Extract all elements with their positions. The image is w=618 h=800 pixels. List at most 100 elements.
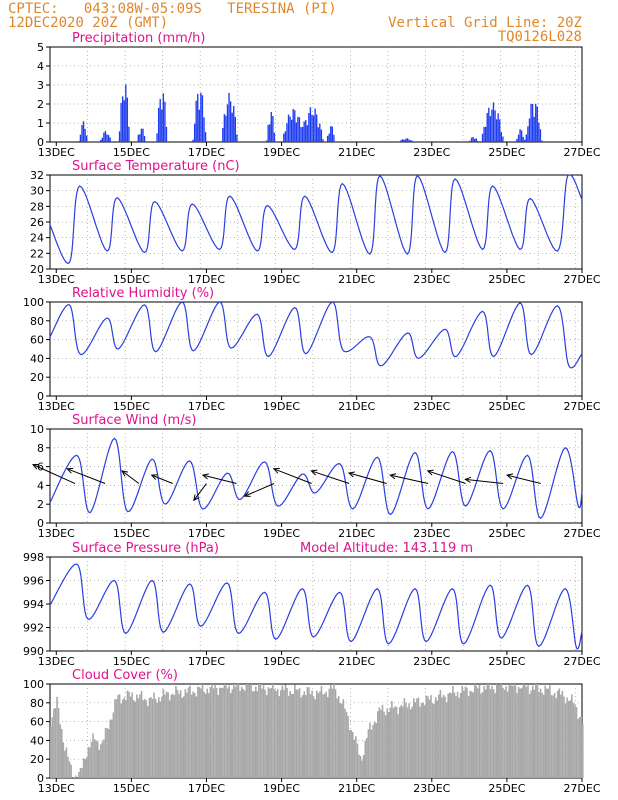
cloud-bar — [381, 704, 384, 778]
cloud-bar — [151, 699, 154, 778]
cloud-bar — [54, 708, 57, 778]
y-tick-label: 20 — [30, 263, 44, 276]
y-tick-label: 10 — [30, 423, 44, 436]
cloud-bar — [60, 728, 63, 778]
cloud-bar — [220, 687, 223, 778]
run-time-label: 12DEC2020 20Z (GMT) — [8, 15, 169, 31]
y-tick-label: 32 — [30, 169, 44, 182]
cloud-bar — [474, 684, 476, 778]
cloud-bar — [563, 696, 565, 778]
cloud-bar — [62, 742, 65, 778]
x-tick-label: 25DEC — [488, 400, 525, 413]
precip-bar — [315, 114, 318, 142]
cloud-bar — [553, 692, 556, 778]
cloud-bar — [506, 691, 509, 778]
y-tick-label: 30 — [30, 185, 44, 198]
cloud-bar — [463, 690, 465, 778]
precip-bar — [85, 135, 88, 142]
cloud-bar — [203, 691, 205, 778]
x-tick-label: 15DEC — [113, 782, 150, 795]
precip-bar — [128, 126, 130, 142]
cloud-bar — [142, 700, 144, 778]
cloud-bar — [356, 743, 359, 778]
cloud-bar — [298, 687, 301, 778]
cloud-bar — [154, 698, 157, 778]
cloud-bar — [283, 689, 285, 778]
y-tick-label: 2 — [37, 98, 44, 111]
cloud-bar — [495, 684, 498, 778]
cloud-bar — [531, 685, 534, 778]
precip-bar — [312, 115, 315, 142]
precip-bar — [201, 95, 204, 142]
temperature-line — [49, 174, 583, 265]
cloud-bar — [140, 690, 143, 778]
y-tick-label: 28 — [30, 200, 44, 213]
precip-bar — [265, 140, 268, 142]
precip-bar — [137, 134, 139, 142]
wind-arrow — [311, 470, 350, 484]
precip-bar — [305, 120, 307, 142]
precip-bar — [474, 138, 476, 142]
cloud-bar — [348, 729, 351, 778]
wind-arrow-head — [31, 463, 40, 470]
wind-arrow-head — [272, 467, 280, 474]
x-tick-label: 13DEC — [38, 527, 75, 540]
cloud-bar — [513, 684, 515, 778]
precip-bar — [156, 133, 158, 142]
cloud-bar — [530, 690, 532, 778]
humidity-panel: 0 20 40 60 80 100 13DEC 15DEC 17DEC 19DEC 21DEC 23D… — [23, 286, 601, 413]
cloud-bar — [96, 741, 99, 778]
cloud-bar — [405, 702, 407, 778]
cloud-bar — [201, 684, 204, 778]
cloud-bar — [566, 697, 568, 778]
precip-bar — [123, 100, 125, 142]
cloud-bar — [398, 707, 401, 778]
cloud-bar — [75, 775, 77, 778]
precip-bar — [475, 138, 477, 142]
cloud-bar — [567, 701, 570, 778]
cloud-bar — [364, 740, 367, 778]
precip-bar — [193, 123, 196, 142]
cloud-bar — [322, 694, 324, 778]
x-tick-label: 27DEC — [563, 400, 600, 413]
pressure-title: Surface Pressure (hPa) — [72, 541, 219, 556]
y-tick-label: 990 — [23, 645, 44, 658]
cloud-bar — [406, 707, 409, 778]
cloud-bar — [248, 685, 251, 778]
precip-bar — [531, 104, 534, 142]
precip-bar — [289, 116, 291, 142]
precip-bar — [157, 107, 160, 142]
wind-line — [49, 437, 583, 520]
humidity-series — [49, 301, 583, 369]
precip-bar — [470, 137, 473, 142]
cloud-bar — [450, 693, 453, 778]
cloud-bar — [466, 687, 468, 778]
precip-bar — [121, 96, 124, 142]
y-tick-label: 0 — [37, 772, 44, 785]
precip-bar — [481, 133, 484, 142]
y-tick-label: 3 — [37, 79, 44, 92]
cloud-bar — [259, 684, 262, 778]
precip-bar — [223, 114, 226, 142]
cloud-bar — [176, 689, 179, 778]
cloud-bar — [448, 692, 451, 778]
cloud-bar — [536, 684, 539, 778]
x-tick-label: 19DEC — [263, 655, 300, 668]
y-tick-label: 40 — [30, 352, 44, 365]
cloud-bar — [301, 695, 304, 778]
wind-arrow — [244, 483, 275, 497]
cloud-bar — [508, 685, 511, 778]
precip-bar — [118, 131, 121, 142]
cloud-bar — [427, 696, 429, 778]
cloud-bar — [499, 685, 501, 778]
cloud-bar — [206, 688, 209, 778]
cloud-bar — [98, 749, 101, 778]
cloud-bar — [101, 741, 104, 778]
y-tick-label: 4 — [37, 479, 44, 492]
cloud-bar — [413, 698, 415, 778]
cloud-bar — [337, 696, 340, 778]
precipitation-panel: 0 1 2 3 4 5 13DEC 15DEC 17DEC 19DEC 21DEC 23DEC 25DE… — [37, 31, 601, 159]
precip-bar — [228, 92, 230, 142]
precip-bar — [308, 113, 310, 142]
cloud-bar — [209, 686, 212, 778]
